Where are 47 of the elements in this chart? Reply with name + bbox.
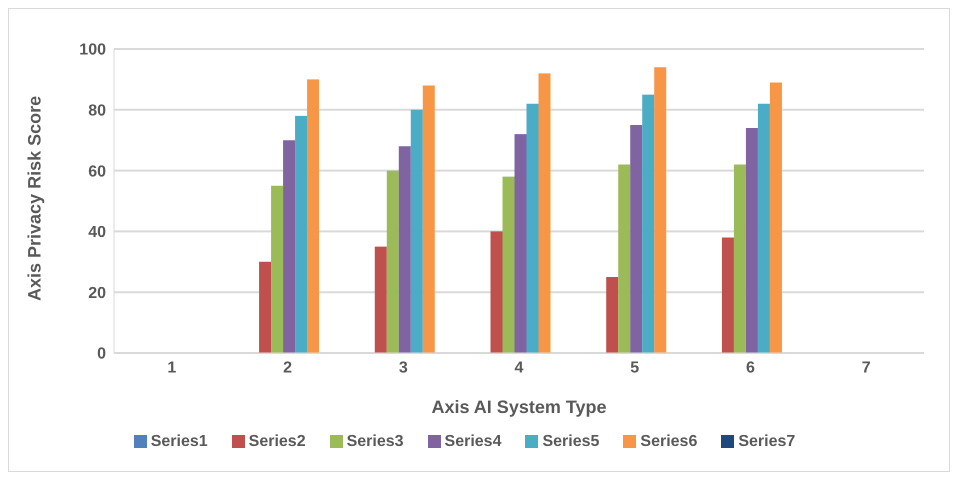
bar	[386, 170, 399, 353]
y-tick-label: 80	[88, 102, 106, 120]
x-tick-label: 6	[746, 359, 755, 376]
x-tick-label: 5	[630, 359, 640, 376]
legend-label: Series1	[150, 433, 208, 450]
legend-label: Series3	[346, 433, 404, 450]
bar	[618, 164, 630, 353]
bar	[722, 237, 734, 353]
x-tick-label: 3	[398, 359, 408, 376]
bar	[398, 146, 411, 353]
legend-label: Series6	[640, 433, 698, 450]
bar	[514, 134, 526, 353]
y-tick-label: 20	[88, 284, 106, 302]
bar	[283, 140, 296, 353]
y-tick-label: 0	[97, 346, 106, 363]
bar	[770, 82, 782, 353]
x-tick-label: 4	[514, 359, 524, 376]
x-tick-label: 1	[167, 359, 176, 376]
bar	[758, 104, 770, 353]
legend-label: Series5	[542, 433, 600, 450]
bar	[526, 104, 538, 353]
bar	[374, 246, 387, 353]
legend-label: Series7	[738, 433, 796, 450]
bar	[295, 116, 308, 353]
bar	[410, 110, 423, 353]
bar	[630, 125, 642, 353]
bar	[642, 94, 654, 353]
legend-label: Series4	[444, 433, 502, 450]
bar	[654, 67, 666, 353]
bar	[271, 186, 284, 353]
bar	[307, 79, 320, 353]
x-tick-label: 2	[283, 359, 292, 376]
bar	[502, 176, 514, 353]
bar	[490, 231, 502, 353]
bar	[259, 262, 272, 353]
x-tick-label: 7	[862, 359, 871, 376]
y-axis-title: Axis Privacy Risk Score	[24, 96, 44, 301]
y-tick-label: 100	[79, 42, 106, 59]
bar	[606, 277, 618, 353]
y-tick-label: 60	[88, 163, 106, 180]
x-axis-title: Axis AI System Type	[431, 397, 607, 417]
bar	[538, 73, 550, 353]
legend-label: Series2	[248, 433, 306, 450]
bar	[734, 164, 746, 353]
y-tick-label: 40	[88, 224, 106, 242]
bar	[746, 128, 758, 353]
bar	[422, 85, 435, 353]
